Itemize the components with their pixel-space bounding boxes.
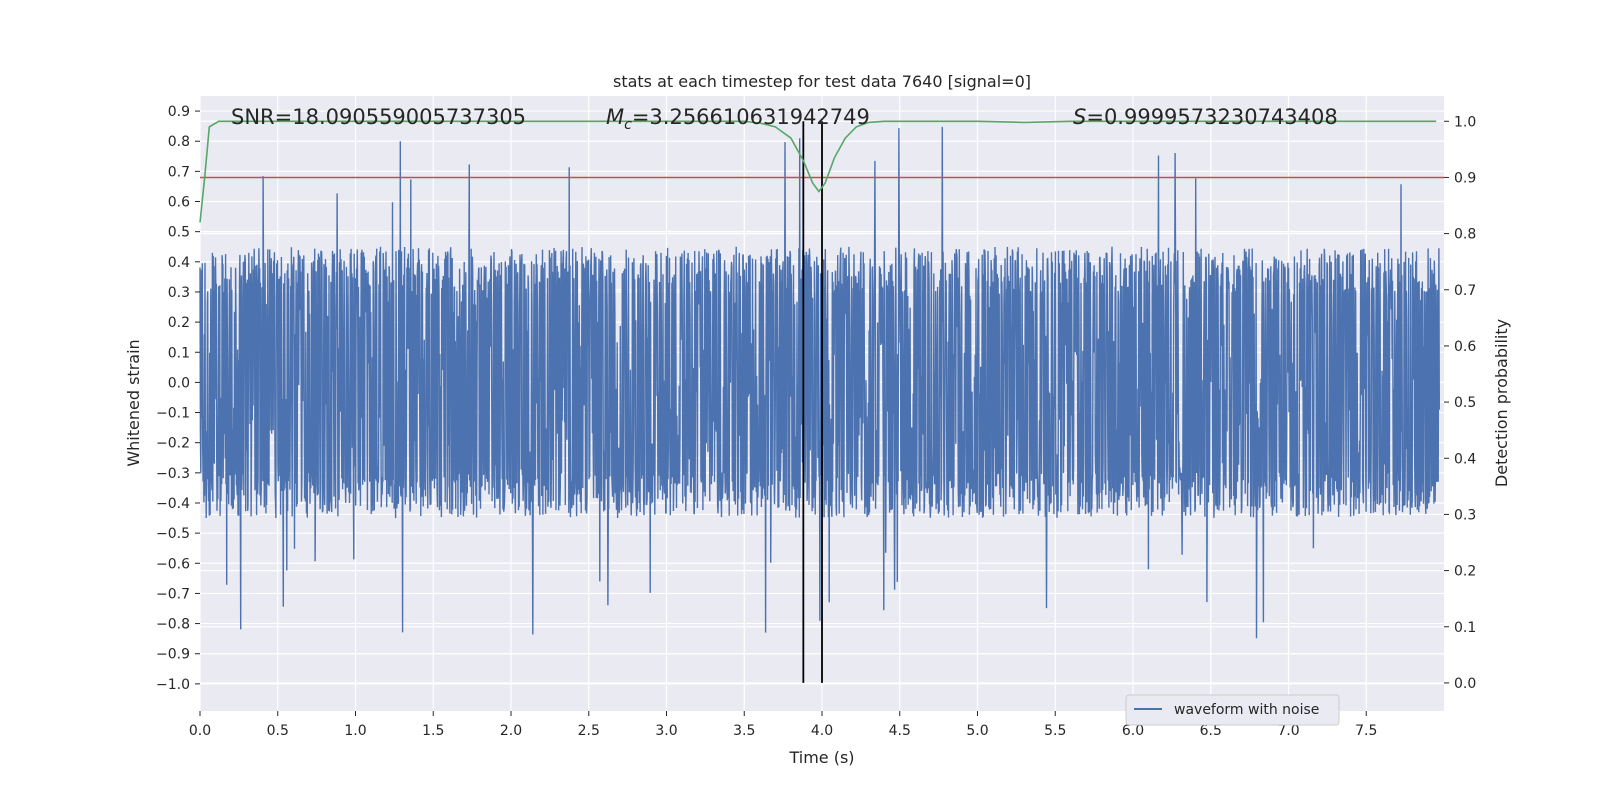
y-left-tick-label-9: 0.0 <box>168 375 190 391</box>
left-y-axis-ticks: 0.9 0.8 0.7 0.6 0.5 0.4 0.3 0.2 0.1 0.0 −0.1 −0.2 −0… <box>156 104 200 693</box>
y-right-tick-label-9: 0.1 <box>1454 620 1476 636</box>
x-tick-label-8: 4.0 <box>811 723 833 739</box>
right-y-axis-label: Detection probability <box>1492 319 1511 487</box>
y-right-tick-label-3: 0.7 <box>1454 283 1476 299</box>
x-tick-label-3: 1.5 <box>422 723 444 739</box>
y-left-tick-label-19: −1.0 <box>156 677 190 693</box>
y-left-tick-label-14: −0.5 <box>156 526 190 542</box>
snr-annotation: SNR=18.090559005737305 <box>231 105 526 129</box>
s-value: =0.9999573230743408 <box>1086 105 1337 129</box>
y-left-tick-label-3: 0.6 <box>168 195 190 211</box>
y-right-tick-label-2: 0.8 <box>1454 227 1476 243</box>
y-right-tick-label-7: 0.3 <box>1454 507 1476 523</box>
y-left-tick-label-18: −0.9 <box>156 647 190 663</box>
y-left-tick-label-10: −0.1 <box>156 406 190 422</box>
x-tick-label-2: 1.0 <box>344 723 366 739</box>
y-right-tick-label-6: 0.4 <box>1454 451 1476 467</box>
x-tick-label-14: 7.0 <box>1277 723 1299 739</box>
y-left-tick-label-13: −0.4 <box>156 496 190 512</box>
y-left-tick-label-12: −0.3 <box>156 466 190 482</box>
x-tick-label-9: 4.5 <box>889 723 911 739</box>
y-left-tick-label-16: −0.7 <box>156 586 190 602</box>
y-left-tick-label-4: 0.5 <box>168 225 190 241</box>
chirp-mass-symbol: M <box>606 105 624 129</box>
x-tick-label-7: 3.5 <box>733 723 755 739</box>
y-left-tick-label-7: 0.2 <box>168 315 190 331</box>
y-left-tick-label-11: −0.2 <box>156 436 190 452</box>
x-tick-label-4: 2.0 <box>500 723 522 739</box>
chart-title: stats at each timestep for test data 764… <box>613 72 1031 91</box>
chirp-mass-subscript: c <box>624 117 632 133</box>
legend-box <box>1125 694 1340 726</box>
chirp-mass-annotation: Mc=3.256610631942749 <box>606 105 870 133</box>
detection-probability-series <box>199 120 1437 223</box>
left-y-axis-label: Whitened strain <box>124 339 143 466</box>
event-markers <box>802 121 823 683</box>
y-left-tick-label-2: 0.7 <box>168 164 190 180</box>
y-right-tick-label-5: 0.5 <box>1454 395 1476 411</box>
legend: waveform with noise <box>1125 694 1340 726</box>
y-left-tick-label-5: 0.4 <box>168 255 190 271</box>
y-left-tick-label-8: 0.1 <box>168 345 190 361</box>
legend-entry-waveform: waveform with noise <box>1174 702 1319 718</box>
y-left-tick-label-17: −0.8 <box>156 617 190 633</box>
y-right-tick-label-1: 0.9 <box>1454 170 1476 186</box>
y-right-tick-label-10: 0.0 <box>1454 676 1476 692</box>
y-left-tick-label-6: 0.3 <box>168 285 190 301</box>
y-left-tick-label-15: −0.6 <box>156 556 190 572</box>
y-right-tick-label-0: 1.0 <box>1454 114 1476 130</box>
right-y-axis-ticks: 1.0 0.9 0.8 0.7 0.6 0.5 0.4 0.3 0.2 0.1 0.0 <box>1444 114 1476 692</box>
y-right-tick-label-4: 0.6 <box>1454 339 1476 355</box>
x-tick-label-1: 0.5 <box>267 723 289 739</box>
y-left-tick-label-1: 0.8 <box>168 134 190 150</box>
x-tick-label-6: 3.0 <box>655 723 677 739</box>
waveform-with-noise-line <box>199 126 1440 639</box>
y-left-tick-label-0: 0.9 <box>168 104 190 120</box>
x-tick-label-12: 6.0 <box>1122 723 1144 739</box>
x-tick-label-0: 0.0 <box>189 723 211 739</box>
x-tick-label-5: 2.5 <box>578 723 600 739</box>
y-right-tick-label-8: 0.2 <box>1454 564 1476 580</box>
x-axis-ticks: 0.0 0.5 1.0 1.5 2.0 2.5 3.0 3.5 4.0 4.5 5.0 5.5 6.0 6… <box>189 711 1377 739</box>
x-tick-label-15: 7.5 <box>1355 723 1377 739</box>
x-tick-label-10: 5.0 <box>966 723 988 739</box>
x-axis-label: Time (s) <box>788 748 854 767</box>
chirp-mass-value: =3.256610631942749 <box>632 105 870 129</box>
waveform-with-noise-series <box>199 126 1440 639</box>
s-annotation: S=0.9999573230743408 <box>1073 105 1338 129</box>
x-tick-label-11: 5.5 <box>1044 723 1066 739</box>
x-tick-label-13: 6.5 <box>1200 723 1222 739</box>
s-symbol: S <box>1073 105 1086 129</box>
